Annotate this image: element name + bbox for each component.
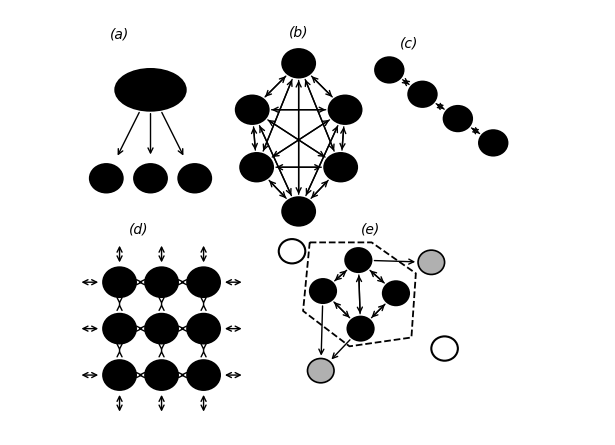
Ellipse shape (103, 360, 136, 390)
Ellipse shape (408, 81, 437, 107)
Ellipse shape (240, 153, 273, 182)
Ellipse shape (103, 314, 136, 344)
Ellipse shape (431, 336, 458, 361)
Ellipse shape (347, 316, 374, 341)
Ellipse shape (375, 57, 403, 83)
Ellipse shape (187, 360, 220, 390)
Text: (a): (a) (110, 28, 129, 41)
Ellipse shape (145, 314, 178, 344)
Ellipse shape (187, 267, 220, 297)
Ellipse shape (145, 360, 178, 390)
Ellipse shape (310, 279, 336, 303)
Ellipse shape (115, 69, 186, 111)
Ellipse shape (383, 281, 409, 305)
Ellipse shape (345, 248, 371, 272)
Ellipse shape (282, 49, 315, 78)
Ellipse shape (103, 267, 136, 297)
Ellipse shape (187, 314, 220, 344)
Text: (b): (b) (289, 25, 308, 39)
Ellipse shape (178, 164, 212, 193)
Ellipse shape (134, 164, 167, 193)
Ellipse shape (145, 267, 178, 297)
Text: (d): (d) (129, 222, 148, 236)
Ellipse shape (308, 359, 334, 383)
Ellipse shape (90, 164, 123, 193)
Ellipse shape (328, 95, 362, 124)
Ellipse shape (282, 197, 315, 226)
Ellipse shape (479, 130, 507, 156)
Ellipse shape (418, 250, 445, 275)
Text: (c): (c) (400, 36, 418, 50)
Ellipse shape (443, 106, 472, 131)
Text: (e): (e) (360, 222, 380, 236)
Ellipse shape (279, 239, 305, 263)
Ellipse shape (324, 153, 357, 182)
Ellipse shape (236, 95, 269, 124)
